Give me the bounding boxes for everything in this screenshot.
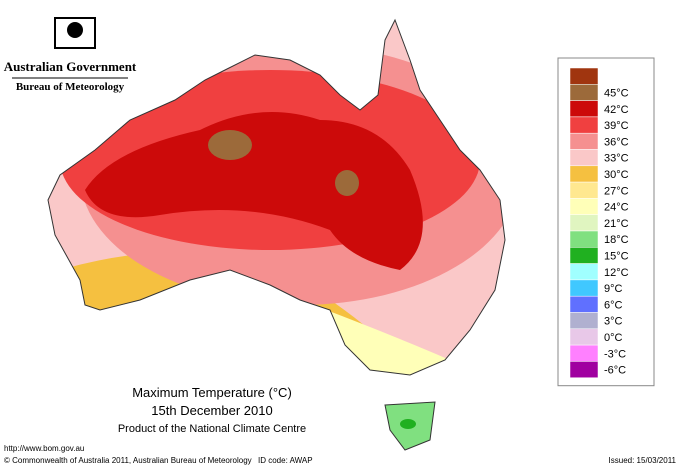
legend-label: 33°C <box>604 153 629 165</box>
legend-swatch <box>569 214 599 232</box>
legend-label: 9°C <box>604 283 623 295</box>
legend-swatch <box>569 247 599 264</box>
legend-label: 6°C <box>604 299 623 311</box>
bureau: Bureau of Meteorology <box>16 81 125 93</box>
legend-label: 21°C <box>604 218 629 230</box>
legend-swatch <box>569 84 599 101</box>
legend-label: -6°C <box>604 365 626 377</box>
legend-swatch <box>569 116 599 134</box>
url: http://www.bom.gov.au <box>4 444 84 453</box>
legend-label: 15°C <box>604 250 629 262</box>
legend-swatch <box>569 263 599 281</box>
legend-swatch <box>569 328 599 346</box>
legend-label: 24°C <box>604 202 629 214</box>
id-code: ID code: AWAP <box>258 456 313 465</box>
legend-label: 39°C <box>604 120 629 132</box>
legend-swatch <box>569 344 599 362</box>
legend-label: 12°C <box>604 267 629 279</box>
map-date: 15th December 2010 <box>151 403 272 418</box>
legend-label: 42°C <box>604 104 629 116</box>
legend-label: 0°C <box>604 332 623 344</box>
legend-swatch <box>569 165 599 183</box>
legend-label: 36°C <box>604 136 629 148</box>
legend-swatch <box>569 279 599 297</box>
map-title: Maximum Temperature (°C) <box>132 385 292 400</box>
issued: Issued: 15/03/2011 <box>609 456 677 465</box>
legend-swatch <box>569 230 599 248</box>
copyright: © Commonwealth of Australia 2011, Austra… <box>4 456 252 465</box>
legend-swatch <box>569 312 599 330</box>
legend-swatch <box>569 198 599 215</box>
legend-frame <box>557 57 655 387</box>
legend-label: 3°C <box>604 316 623 328</box>
legend-label: 18°C <box>604 234 629 246</box>
agency: Australian Government <box>4 59 137 74</box>
legend-swatch <box>569 295 599 313</box>
legend-swatch <box>569 132 599 150</box>
map-product: Product of the National Climate Centre <box>118 423 306 435</box>
legend-swatch <box>569 181 599 199</box>
legend-label: 45°C <box>604 87 629 99</box>
legend: 45°C 42°C 39°C 36°C 33°C 30°C 27°C 24°C 21°C 18°C… <box>557 57 655 387</box>
coastline <box>47 18 506 376</box>
crest <box>54 17 96 49</box>
legend-label: 27°C <box>604 185 629 197</box>
legend-label: -3°C <box>604 348 626 360</box>
legend-swatch <box>569 100 599 118</box>
legend-label: 30°C <box>604 169 629 181</box>
legend-swatch <box>569 361 599 378</box>
legend-swatch <box>569 67 599 85</box>
legend-swatch <box>569 149 599 167</box>
